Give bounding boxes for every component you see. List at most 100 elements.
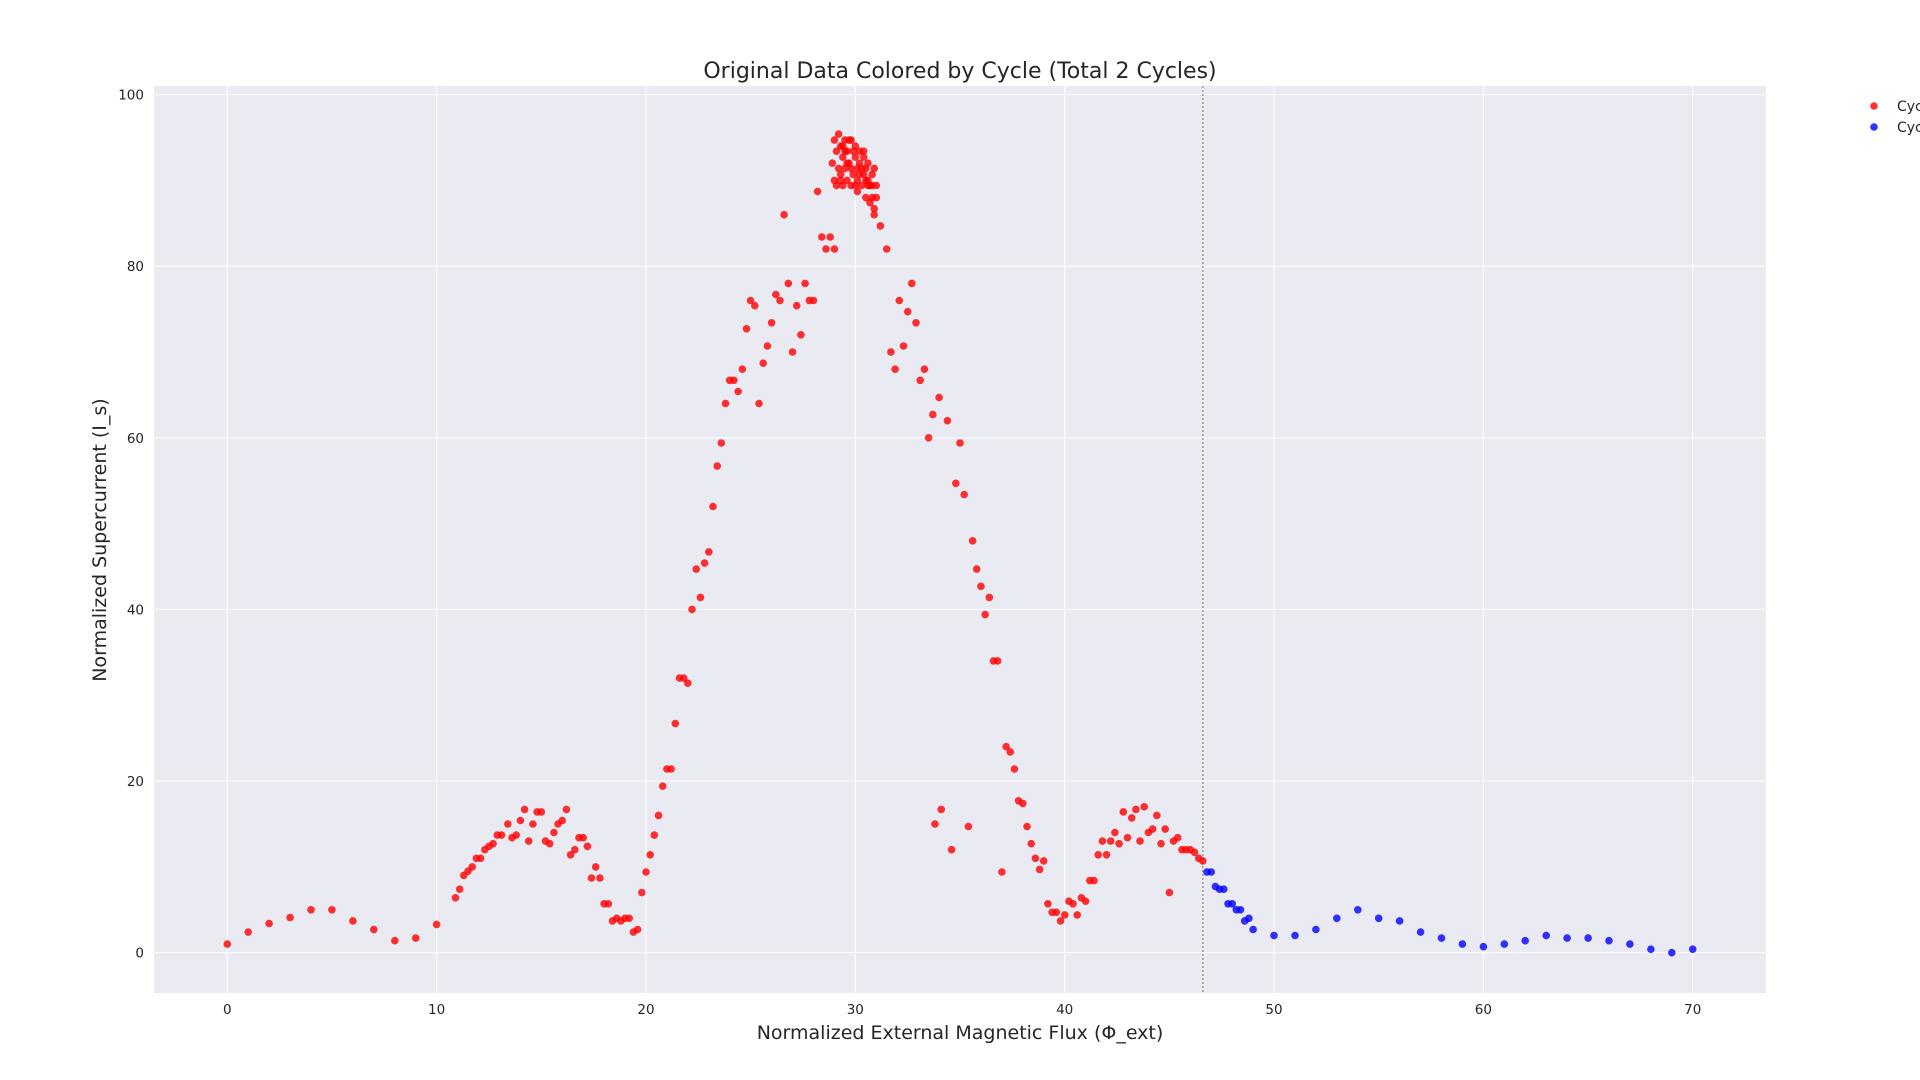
x-tick-label: 40	[1056, 1002, 1073, 1018]
scatter-point-cycle-1	[924, 434, 933, 442]
scatter-point-cycle-1	[391, 936, 399, 945]
y-tick-label: 20	[127, 774, 144, 790]
scatter-point-cycle-1	[834, 164, 843, 173]
scatter-point-cycle-1	[562, 805, 571, 814]
scatter-point-cycle-1	[822, 245, 830, 253]
scatter-point-cycle-2	[1245, 914, 1253, 923]
scatter-point-cycle-1	[468, 863, 477, 871]
scatter-point-cycle-1	[1123, 833, 1132, 842]
scatter-point-cycle-1	[1023, 822, 1031, 831]
scatter-point-cycle-1	[832, 147, 841, 155]
scatter-point-cycle-1	[891, 365, 899, 374]
scatter-point-cycle-1	[721, 399, 730, 408]
x-tick-label: 50	[1265, 1002, 1282, 1018]
scatter-point-cycle-1	[755, 399, 763, 408]
scatter-point-cycle-1	[571, 845, 579, 854]
x-tick-label: 0	[223, 1002, 232, 1018]
scatter-point-cycle-1	[742, 325, 751, 333]
scatter-point-cycle-1	[843, 176, 851, 185]
scatter-point-cycle-1	[1073, 911, 1081, 919]
scatter-point-cycle-1	[638, 888, 646, 897]
scatter-point-cycle-1	[545, 839, 554, 848]
scatter-point-cycle-1	[550, 828, 558, 837]
scatter-point-cycle-1	[1111, 828, 1119, 837]
scatter-point-cycle-1	[654, 811, 663, 820]
scatter-point-cycle-2	[1458, 940, 1467, 948]
scatter-point-cycle-1	[512, 831, 520, 839]
scatter-point-cycle-1	[667, 765, 675, 773]
scatter-point-cycle-1	[784, 279, 793, 288]
scatter-point-cycle-1	[851, 181, 860, 190]
legend-marker-cycle-2	[1870, 123, 1878, 131]
scatter-point-cycle-1	[1090, 876, 1098, 885]
scatter-point-cycle-1	[847, 164, 855, 173]
scatter-point-cycle-1	[696, 593, 705, 602]
scatter-point-cycle-1	[912, 319, 920, 327]
scatter-point-cycle-1	[853, 164, 862, 173]
scatter-point-cycle-2	[1563, 934, 1571, 942]
x-tick-label: 70	[1684, 1002, 1701, 1018]
scatter-point-cycle-1	[1031, 854, 1040, 863]
scatter-point-cycle-1	[1035, 865, 1044, 874]
scatter-point-cycle-1	[864, 159, 872, 167]
scatter-point-cycle-1	[646, 851, 654, 859]
scatter-point-cycle-1	[1157, 839, 1165, 848]
scatter-point-cycle-1	[809, 296, 818, 305]
scatter-point-cycle-1	[265, 919, 273, 928]
scatter-point-cycle-1	[985, 593, 994, 602]
scatter-point-cycle-1	[524, 837, 533, 845]
scatter-point-cycle-1	[692, 565, 700, 573]
scatter-point-cycle-2	[1312, 925, 1320, 934]
scatter-point-cycle-1	[851, 153, 860, 161]
scatter-point-cycle-1	[537, 808, 546, 816]
scatter-point-cycle-2	[1354, 906, 1362, 914]
scatter-point-cycle-1	[1161, 825, 1169, 833]
scatter-point-cycle-1	[223, 940, 232, 948]
scatter-point-cycle-1	[857, 181, 866, 190]
scatter-point-cycle-2	[1270, 931, 1278, 940]
scatter-point-cycle-1	[993, 657, 1002, 665]
scatter-point-cycle-1	[1165, 888, 1174, 897]
scatter-point-cycle-1	[862, 176, 870, 185]
scatter-point-cycle-1	[920, 365, 929, 374]
y-tick-label: 40	[127, 602, 144, 618]
scatter-point-cycle-1	[972, 565, 981, 573]
scatter-point-cycle-1	[908, 279, 916, 288]
scatter-point-cycle-1	[968, 537, 977, 545]
scatter-point-cycle-1	[566, 851, 575, 859]
scatter-point-cycle-1	[734, 387, 742, 396]
scatter-point-cycle-1	[587, 874, 596, 882]
scatter-point-cycle-1	[870, 164, 878, 173]
scatter-point-cycle-1	[307, 906, 315, 914]
scatter-point-cycle-1	[960, 490, 968, 499]
scatter-point-cycle-1	[1199, 857, 1207, 865]
scatter-point-cycle-1	[943, 416, 952, 425]
scatter-point-cycle-1	[700, 559, 709, 567]
scatter-point-cycle-1	[899, 342, 908, 350]
scatter-point-cycle-2	[1395, 917, 1404, 925]
scatter-point-cycle-1	[887, 348, 895, 356]
scatter-point-cycle-1	[1094, 851, 1102, 859]
scatter-point-cycle-1	[828, 159, 837, 167]
scatter-point-cycle-1	[849, 170, 857, 179]
scatter-point-cycle-1	[432, 920, 441, 929]
data-points	[223, 130, 1697, 957]
scatter-point-cycle-2	[1374, 914, 1383, 923]
chart-title: Original Data Colored by Cycle (Total 2 …	[703, 59, 1216, 84]
scatter-point-cycle-1	[977, 582, 985, 591]
scatter-point-cycle-1	[763, 342, 772, 350]
scatter-point-cycle-1	[830, 245, 839, 253]
scatter-point-cycle-1	[851, 142, 860, 150]
scatter-point-cycle-1	[1019, 799, 1027, 808]
scatter-point-cycle-1	[1136, 837, 1144, 845]
legend-marker-cycle-1	[1870, 102, 1878, 110]
scatter-point-cycle-2	[1220, 885, 1228, 893]
scatter-point-cycle-1	[952, 479, 960, 488]
scatter-point-cycle-1	[830, 136, 839, 144]
scatter-point-cycle-1	[1140, 803, 1148, 811]
scatter-point-cycle-1	[895, 296, 904, 305]
scatter-point-cycle-1	[981, 610, 989, 619]
scatter-point-cycle-1	[1132, 805, 1140, 814]
scatter-point-cycle-1	[489, 839, 497, 848]
scatter-point-cycle-1	[709, 502, 717, 511]
